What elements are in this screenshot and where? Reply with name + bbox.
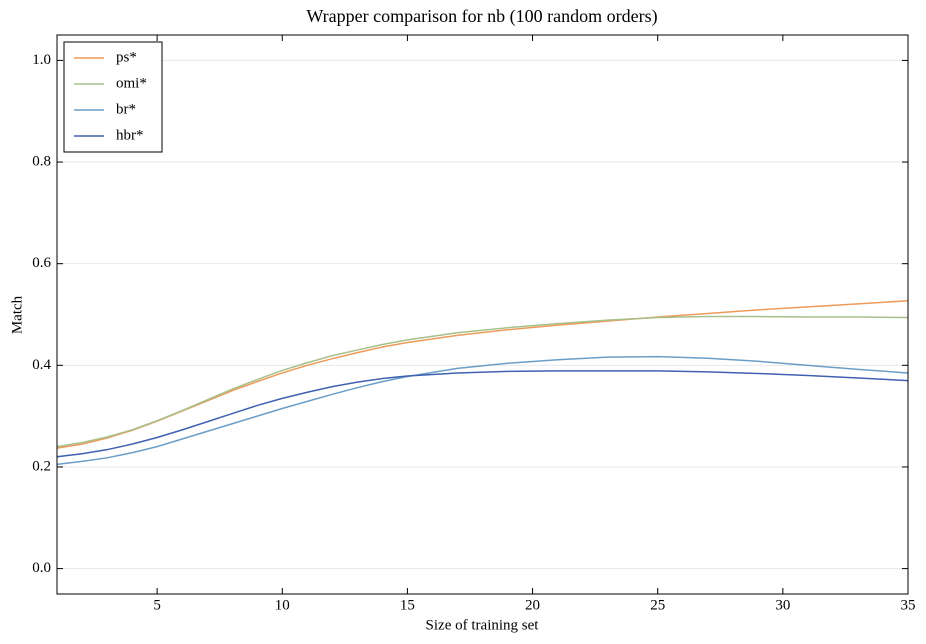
legend-label: br* [116,101,136,117]
y-tick-label: 0.2 [32,458,51,474]
x-tick-label: 30 [775,597,790,613]
legend-label: hbr* [116,127,144,143]
x-tick-label: 15 [400,597,415,613]
plot-frame [56,34,909,595]
x-tick-label: 25 [650,597,665,613]
y-axis-label: Match [9,295,25,334]
x-axis-label: Size of training set [426,617,540,633]
y-tick-label: 0.6 [32,255,51,271]
series-line [56,355,909,466]
x-tick-label: 10 [275,597,290,613]
x-tick-label: 5 [153,597,161,613]
y-tick-label: 0.8 [32,153,51,169]
y-tick-label: 1.0 [32,52,51,68]
y-tick-label: 0.4 [32,357,51,373]
y-tick-label: 0.0 [32,560,51,576]
series-line [56,370,909,458]
legend-label: ps* [116,49,137,65]
legend-box [63,41,163,153]
series-line [56,315,909,448]
x-tick-label: 20 [525,597,540,613]
x-tick-label: 35 [901,597,916,613]
legend-label: omi* [116,75,147,91]
chart-title: Wrapper comparison for nb (100 random or… [306,6,657,27]
